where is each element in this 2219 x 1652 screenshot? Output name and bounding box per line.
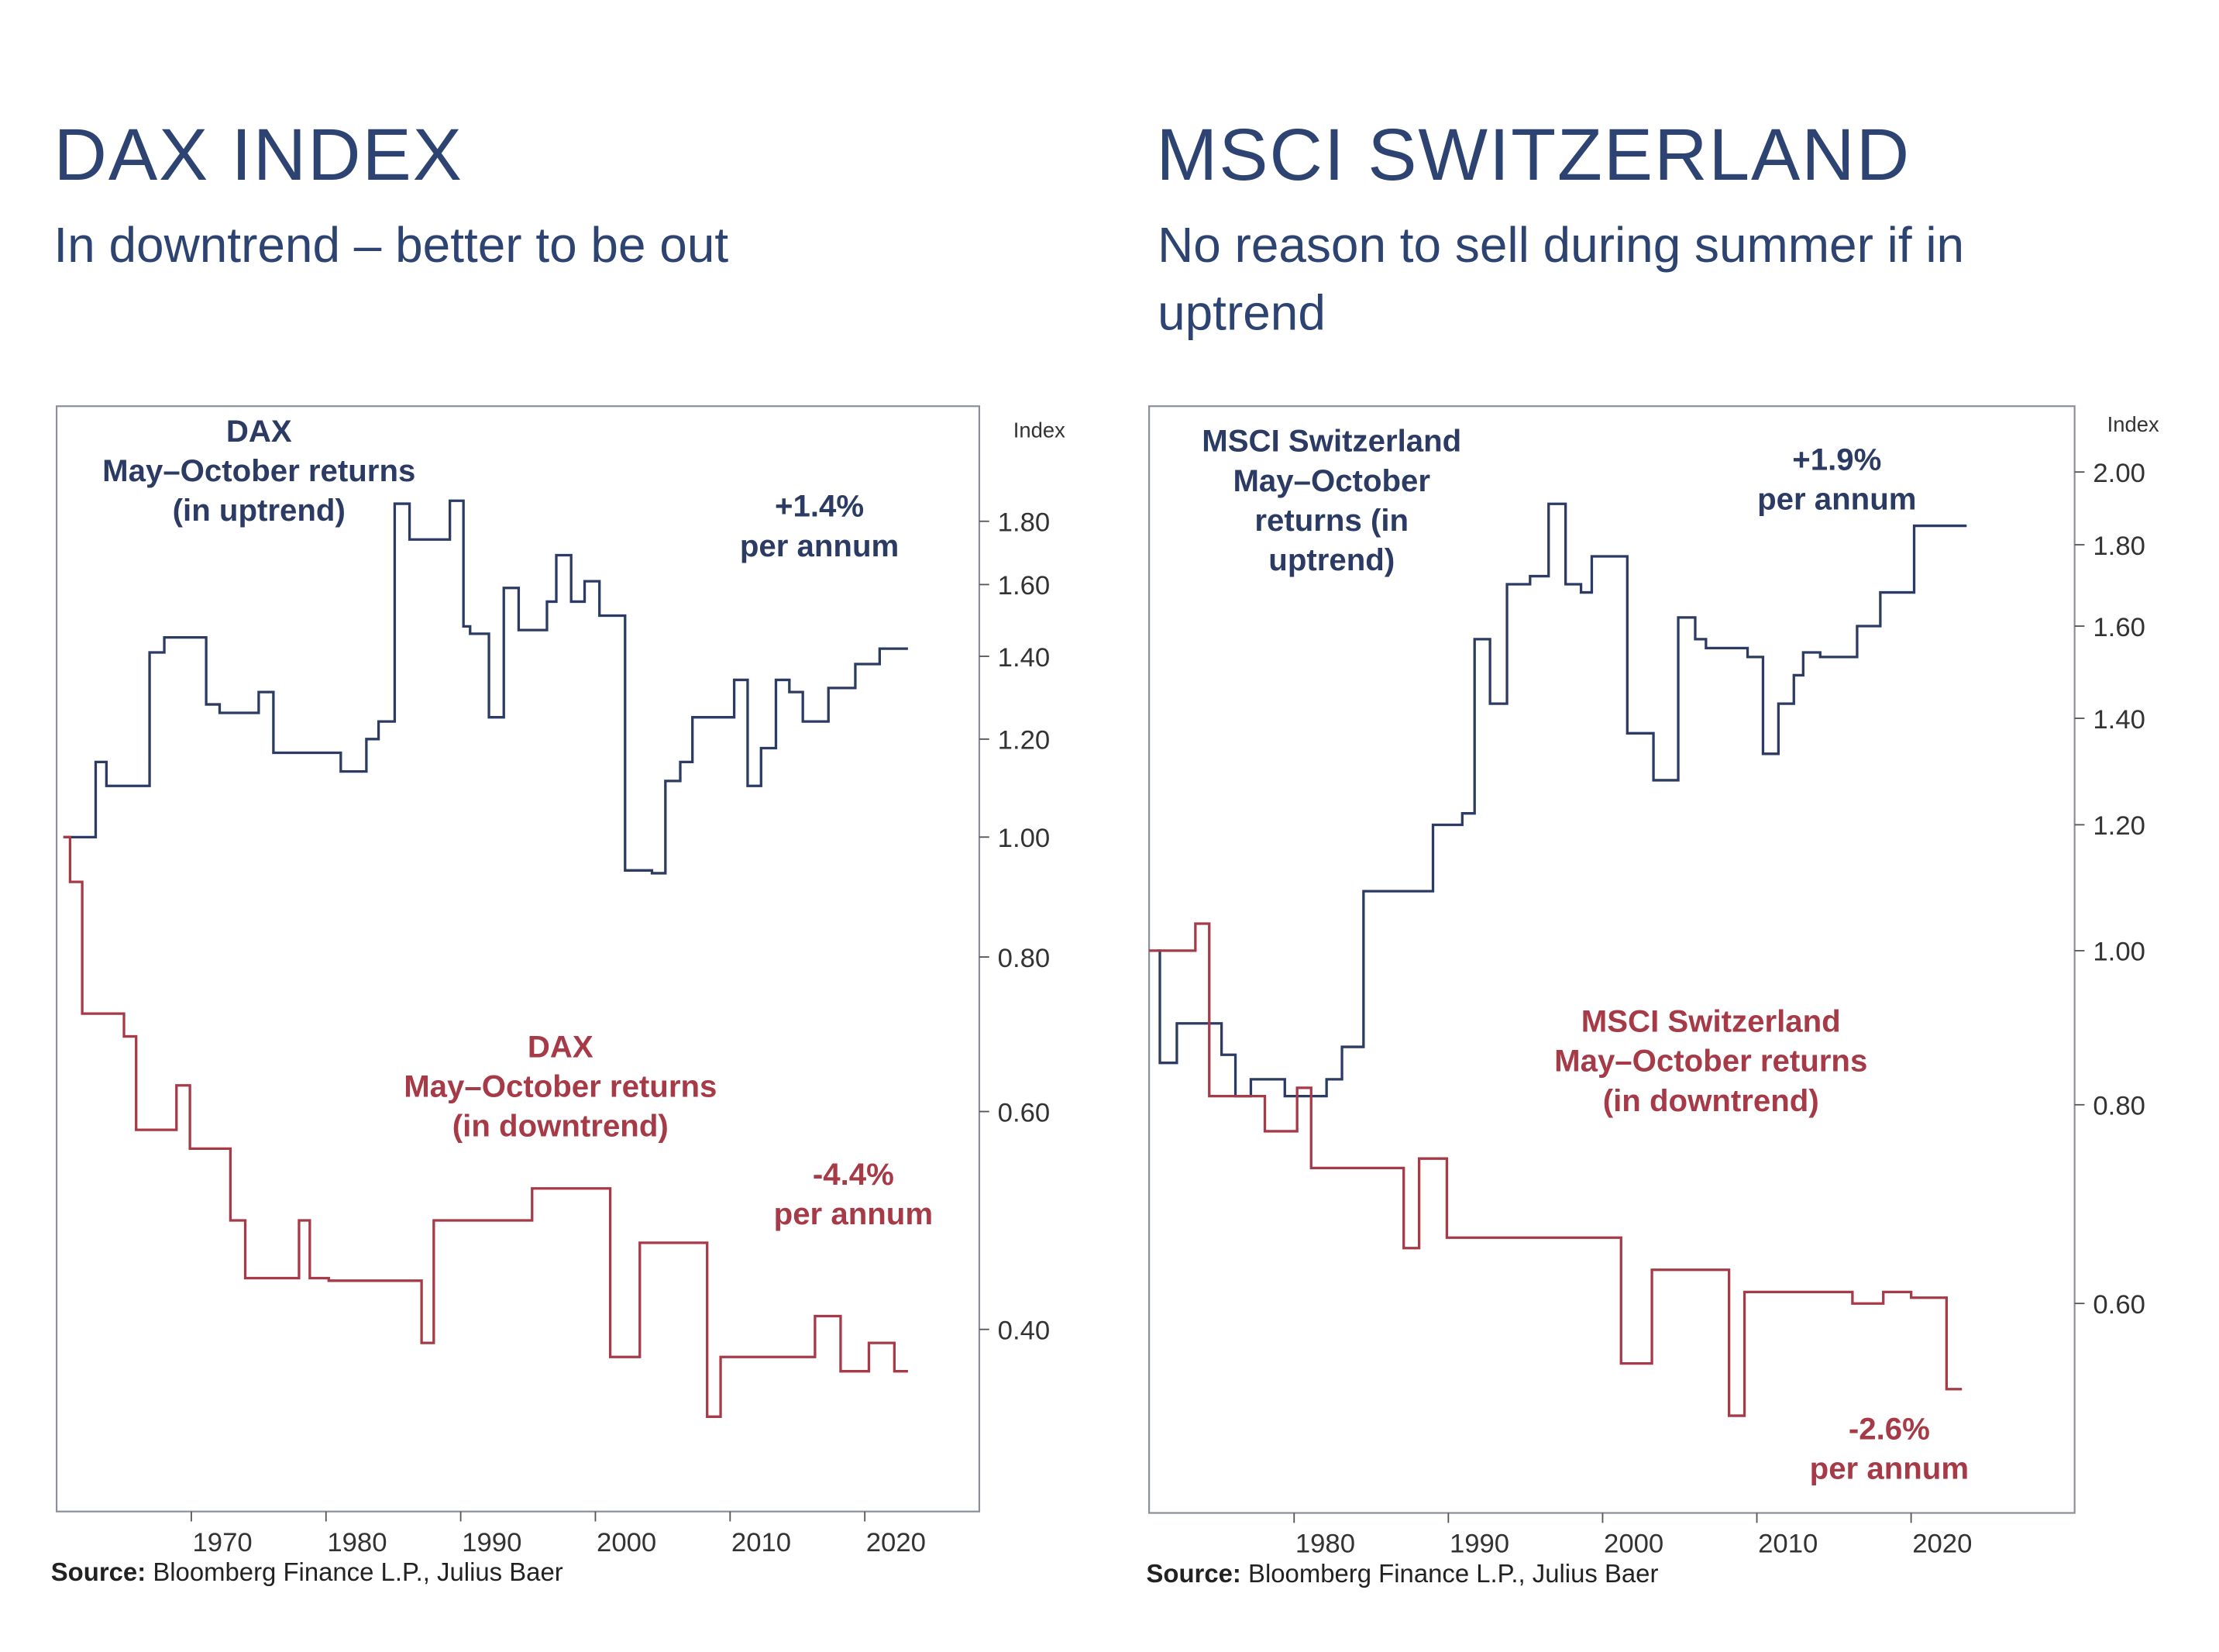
label-line: May–October returns	[404, 1069, 717, 1104]
label-line: May–October	[1233, 463, 1431, 498]
return-value: +1.4%	[775, 488, 865, 524]
left-subtitle: In downtrend – better to be out	[53, 218, 729, 274]
source-label: Source:	[1146, 1559, 1241, 1588]
msci-uptrend-label: MSCI Switzerland May–October returns (in…	[1202, 422, 1461, 580]
dax-downtrend-return: -4.4% per annum	[774, 1155, 933, 1234]
left-source: Source: Bloomberg Finance L.P., Julius B…	[51, 1558, 563, 1588]
label-line: MSCI Switzerland	[1202, 423, 1462, 459]
label-line: uptrend)	[1268, 542, 1395, 578]
label-line: May–October returns	[102, 453, 416, 489]
y-tick-label: 0.40	[998, 1316, 1051, 1345]
label-line: DAX	[225, 413, 292, 449]
return-value: -4.4%	[812, 1156, 894, 1192]
left-title: DAX INDEX	[53, 114, 463, 197]
y-tick-label: 1.60	[2093, 613, 2145, 642]
y-tick-label: 0.60	[2093, 1290, 2145, 1320]
source-text: Bloomberg Finance L.P., Julius Baer	[1240, 1559, 1659, 1588]
label-line: DAX	[527, 1028, 593, 1065]
label-line: May–October returns	[1554, 1043, 1868, 1079]
msci-uptrend-return: +1.9% per annum	[1757, 440, 1916, 519]
x-tick-label: 2020	[1912, 1530, 1972, 1559]
uptrend-series-line	[1157, 502, 1967, 1098]
x-tick-label: 1970	[193, 1528, 253, 1557]
x-tick-label: 1980	[1295, 1530, 1355, 1559]
y-tick-label: 1.40	[2093, 705, 2145, 735]
label-line: MSCI Switzerland	[1581, 1003, 1841, 1039]
downtrend-series-line	[1149, 922, 1963, 1417]
return-unit: per annum	[739, 528, 900, 563]
y-tick-label: 1.60	[998, 571, 1051, 601]
y-tick-label: 1.20	[2093, 811, 2145, 841]
x-tick-label: 2010	[731, 1528, 791, 1557]
y-tick-label: 1.80	[2093, 532, 2145, 561]
y-tick-label: 0.60	[998, 1098, 1051, 1127]
y-tick-label: 1.40	[998, 643, 1051, 673]
left-y-axis-label: Index	[1013, 418, 1065, 443]
x-tick-label: 1990	[1450, 1530, 1509, 1559]
return-unit: per annum	[773, 1196, 934, 1232]
x-tick-label: 1980	[327, 1528, 387, 1557]
y-tick-label: 0.80	[2093, 1092, 2145, 1121]
x-tick-label: 2000	[1604, 1530, 1663, 1559]
msci-downtrend-return: -2.6% per annum	[1810, 1409, 1969, 1489]
x-tick-label: 2010	[1758, 1530, 1818, 1559]
plot-frame	[55, 405, 981, 1513]
x-tick-label: 1990	[462, 1528, 521, 1557]
y-tick-label: 1.00	[998, 824, 1051, 853]
return-value: +1.9%	[1792, 441, 1882, 477]
return-value: -2.6%	[1848, 1411, 1930, 1447]
label-line: (in downtrend)	[452, 1108, 669, 1144]
downtrend-series-line	[63, 835, 908, 1418]
dax-downtrend-label: DAX May–October returns (in downtrend)	[404, 1027, 717, 1146]
y-tick-label: 1.80	[998, 508, 1051, 538]
y-tick-label: 2.00	[2093, 459, 2145, 488]
plot-frame	[1148, 405, 2076, 1514]
return-unit: per annum	[1757, 481, 1917, 517]
label-line: (in uptrend)	[172, 492, 346, 528]
source-label: Source:	[50, 1557, 146, 1587]
y-tick-label: 1.00	[2093, 938, 2145, 967]
right-subtitle: No reason to sell during summer if in up…	[1158, 218, 1965, 342]
dax-uptrend-label: DAX May–October returns (in uptrend)	[102, 412, 415, 531]
y-tick-label: 0.80	[998, 944, 1051, 973]
source-text: Bloomberg Finance L.P., Julius Baer	[146, 1557, 563, 1587]
right-title: MSCI SWITZERLAND	[1156, 114, 1911, 197]
right-source: Source: Bloomberg Finance L.P., Julius B…	[1146, 1560, 1658, 1589]
return-unit: per annum	[1809, 1451, 1970, 1486]
label-line: (in downtrend)	[1602, 1082, 1819, 1118]
uptrend-series-line	[63, 499, 908, 875]
right-y-axis-label: Index	[2107, 413, 2159, 438]
dax-uptrend-return: +1.4% per annum	[740, 487, 899, 566]
x-tick-label: 2020	[866, 1528, 926, 1557]
msci-downtrend-label: MSCI Switzerland May–October returns (in…	[1554, 1002, 1867, 1120]
y-tick-label: 1.20	[998, 726, 1051, 755]
x-tick-label: 2000	[597, 1528, 656, 1557]
label-line: returns (in	[1254, 502, 1409, 539]
